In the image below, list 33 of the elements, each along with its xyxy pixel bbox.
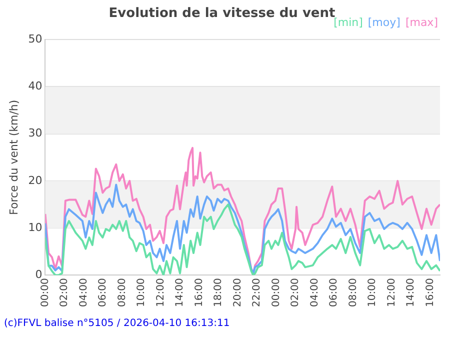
x-tick-label: 16:00	[424, 278, 436, 308]
x-tick-label: 12:00	[155, 278, 166, 308]
x-tick-label: 20:00	[232, 278, 244, 308]
y-tick-label: 50	[28, 32, 42, 46]
x-tick-label: 08:00	[116, 278, 128, 308]
text: (c)FFVL balise n°5105 / 2026-04-10 16:13:11	[4, 318, 230, 329]
x-tick-label: 12:00	[386, 278, 398, 308]
text: [min]	[334, 16, 363, 29]
y-tick-label: 0	[35, 268, 42, 282]
x-tick-label: 18:00	[213, 278, 224, 308]
chart-title: Evolution de la vitesse du vent	[108, 6, 336, 22]
text: [moy]	[368, 16, 400, 29]
x-tick-label: 06:00	[98, 278, 109, 308]
x-tick-label: 00:00	[270, 278, 282, 308]
x-tick-label: 14:00	[174, 278, 186, 308]
x-tick-label: 02:00	[290, 278, 302, 308]
x-tick-label: 06:00	[328, 278, 340, 308]
y-tick-label: 40	[28, 80, 42, 93]
x-tick-label: 04:00	[78, 278, 90, 308]
x-tick-label: 14:00	[406, 278, 417, 308]
y-tick-label: 20	[28, 174, 42, 187]
text: [max]	[405, 16, 438, 29]
x-tick-label: 10:00	[367, 278, 378, 308]
x-tick-label: 08:00	[348, 278, 359, 308]
x-tick-label: 00:00	[40, 278, 51, 308]
y-axis-title: Force du vent (km/h)	[7, 100, 20, 215]
y-tick-label: 10	[28, 220, 42, 234]
x-tick-label: 04:00	[309, 278, 320, 308]
y-tick-label: 30	[28, 126, 42, 140]
x-tick-label: 16:00	[194, 278, 205, 308]
x-tick-label: 10:00	[136, 278, 148, 308]
x-tick-label: 02:00	[59, 278, 70, 308]
x-tick-label: 22:00	[252, 278, 263, 308]
